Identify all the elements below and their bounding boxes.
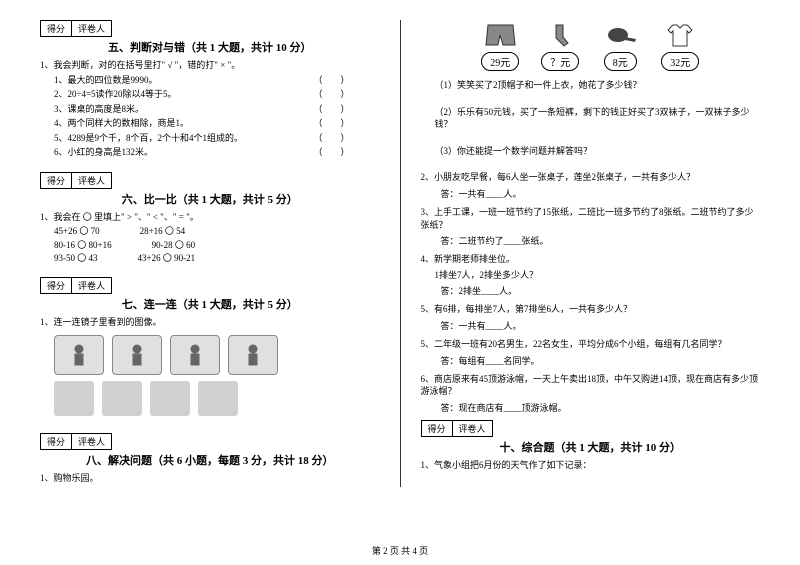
shop-item: ？元 [540,20,580,71]
mirror-images-top [40,335,380,375]
s5-item: 2、20÷4=5读作20除以4等于5。（ ） [40,88,380,102]
mirror-image [54,335,104,375]
price: 29元 [481,52,519,71]
shop-q3: （3）你还能提一个数学问题并解答吗？ [421,145,761,158]
section5-title: 五、判断对与错（共 1 大题，共计 10 分） [40,39,380,55]
section6-title: 六、比一比（共 1 大题，共计 5 分） [40,191,380,207]
problem-5: 5、有6排，每排坐7人，第7排坐6人，一共有多少人？ [421,303,761,316]
score-box: 得分 评卷人 [40,172,112,189]
price: 8元 [604,52,637,71]
problem-4: 4、新学期老师排坐位。 [421,253,761,266]
compare-row: 45+26 〇 7028+16 〇 54 [40,225,380,239]
shirt-icon [660,20,700,50]
score-box: 得分 评卷人 [40,433,112,450]
mirror-image [150,381,190,416]
mirror-image [112,335,162,375]
mirror-image [228,335,278,375]
answer-5b: 答：每组有____名同学。 [421,354,761,367]
section7-intro: 1、连一连镜子里看到的图像。 [40,316,380,330]
grader-label: 评卷人 [72,21,111,36]
mirror-image [198,381,238,416]
s5-item: 5、4289是9个千，8个百，2个十和4个1组成的。（ ） [40,132,380,146]
shop-items: 29元 ？元 8元 32元 [421,20,761,71]
shop-q1: （1）笑笑买了2顶帽子和一件上衣，她花了多少钱？ [421,79,761,92]
section5-intro: 1、我会判断，对的在括号里打" √ "，错的打" × "。 [40,59,380,73]
compare-row: 93-50 〇 4343+26 〇 90-21 [40,252,380,266]
page-footer: 第 2 页 共 4 页 [0,544,800,557]
score-label: 得分 [41,21,72,36]
shop-item: 32元 [660,20,700,71]
answer-5: 答：一共有____人。 [421,319,761,332]
left-column: 得分 评卷人 五、判断对与错（共 1 大题，共计 10 分） 1、我会判断，对的… [40,20,380,487]
s5-item: 1、最大的四位数是9990。（ ） [40,74,380,88]
mirror-images-bottom [40,381,380,416]
problem-6: 6、商店原来有45顶游泳帽，一天上午卖出18顶，中午又购进14顶，现在商店有多少… [421,373,761,398]
section10-title: 十、综合题（共 1 大题，共计 10 分） [421,439,761,455]
mirror-image [170,335,220,375]
problem-5b: 5、二年级一班有20名男生，22名女生，平均分成6个小组，每组有几名同学？ [421,338,761,351]
right-column: 29元 ？元 8元 32元 （1）笑笑买了2顶帽子和一件上衣，她花了多少钱？ （… [421,20,761,487]
shop-item: 8元 [600,20,640,71]
section6-intro: 1、我会在 〇 里填上" > "、" < "、" = "。 [40,211,380,225]
socks-icon [540,20,580,50]
shop-item: 29元 [480,20,520,71]
section8-title: 八、解决问题（共 6 小题，每题 3 分，共计 18 分） [40,452,380,468]
answer-4: 答：2排坐____人。 [421,284,761,297]
score-box: 得分 评卷人 [421,420,493,437]
cap-icon [600,20,640,50]
price: ？元 [541,52,579,71]
answer-3: 答：二班节约了____张纸。 [421,234,761,247]
section10-intro: 1、气象小组把6月份的天气作了如下记录： [421,459,761,473]
price: 32元 [661,52,699,71]
score-box: 得分 评卷人 [40,277,112,294]
s5-item: 3、课桌的高度是8米。（ ） [40,103,380,117]
column-divider [400,20,401,487]
shop-q2: （2）乐乐有50元钱，买了一条短裤，剩下的钱正好买了3双袜子，一双袜子多少钱？ [421,106,761,131]
s5-item: 6、小红的身高是132米。（ ） [40,146,380,160]
mirror-image [54,381,94,416]
section8-intro: 1、购物乐园。 [40,472,380,486]
problem-2: 2、小朋友吃早餐，每6人坐一张桌子，莲坐2张桌子，一共有多少人？ [421,171,761,184]
answer-6: 答：现在商店有____顶游泳帽。 [421,401,761,414]
score-box: 得分 评卷人 [40,20,112,37]
shorts-icon [480,20,520,50]
problem-3: 3、上手工课，一班一班节约了15张纸，二班比一班多节约了8张纸。二班节约了多少张… [421,206,761,231]
section7-title: 七、连一连（共 1 大题，共计 5 分） [40,296,380,312]
compare-row: 80-16 〇 80+1690-28 〇 60 [40,239,380,253]
mirror-image [102,381,142,416]
problem-4sub: 1排坐7人，2排坐多少人？ [421,269,761,282]
s5-item: 4、两个同样大的数相除，商是1。（ ） [40,117,380,131]
answer-2: 答：一共有____人。 [421,187,761,200]
